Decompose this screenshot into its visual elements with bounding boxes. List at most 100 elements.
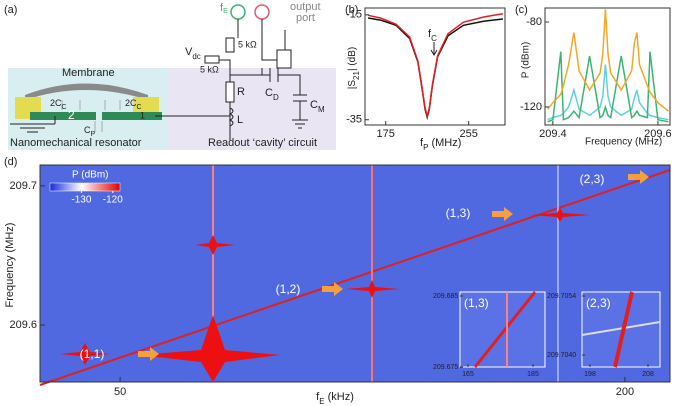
- annotation: (1,3): [446, 206, 471, 220]
- x-tick-label: 175: [377, 128, 395, 140]
- label: C: [84, 125, 91, 135]
- inset-y-tick-label: 209.675: [433, 364, 458, 371]
- label: C: [265, 87, 273, 99]
- inset-line: [613, 291, 634, 368]
- axis-label: f: [316, 391, 320, 403]
- annotation-arrow: [430, 42, 438, 56]
- colorbar-label: P (dBm): [72, 170, 109, 181]
- label: M: [318, 105, 325, 114]
- inset-y-tick-label: 209.7040: [547, 352, 576, 359]
- capacitor-lines: [61, 100, 121, 132]
- label: V: [185, 46, 193, 58]
- colorbar-tick-label: -120: [103, 195, 123, 206]
- inset-y-tick-label: 209.7054: [547, 293, 576, 300]
- label: 2C: [125, 98, 137, 108]
- label: 5 kΩ: [200, 64, 219, 74]
- panel-label: (c): [515, 4, 528, 16]
- label: 2CC: [50, 98, 67, 111]
- membrane: [25, 83, 148, 100]
- annotation: (1,1): [80, 347, 105, 361]
- label: Readout ‘cavity’ circuit: [208, 137, 317, 149]
- y-tick-label: 209.7: [9, 180, 37, 192]
- crossing: [140, 315, 280, 382]
- crossing: [60, 343, 110, 365]
- label: R: [237, 86, 245, 98]
- label: CD: [265, 87, 279, 102]
- inductor: [228, 107, 234, 127]
- axis-label: f: [420, 137, 424, 149]
- axis-label: (MHz): [428, 137, 461, 149]
- y-tick-label: 209.6: [9, 319, 37, 331]
- resistor: [204, 55, 220, 64]
- data-line: [367, 13, 504, 119]
- axis-label: fC: [428, 28, 437, 43]
- y-tick-label: -35: [346, 114, 362, 126]
- label: C: [62, 104, 67, 111]
- panel-label: (b): [345, 4, 358, 16]
- axis-label: |S: [347, 80, 358, 90]
- annotation: (2,3): [580, 172, 605, 186]
- label: dc: [192, 52, 200, 61]
- source-wires: [237, 19, 263, 40]
- data-line: [547, 64, 669, 121]
- label: fE: [220, 2, 228, 15]
- x-tick-label: 209.4: [539, 128, 567, 140]
- spectrogram: [39, 164, 671, 386]
- label: L: [237, 114, 243, 126]
- y-tick-label: -120: [520, 101, 542, 113]
- label: D: [273, 93, 279, 102]
- panel-label: (a): [4, 4, 17, 16]
- y-tick-label: -15: [346, 9, 362, 21]
- axis-label: | (dB): [347, 47, 358, 71]
- axis-label: |S21| (dB): [347, 47, 361, 89]
- circuit-box: [168, 68, 336, 150]
- axis-label: C: [431, 34, 437, 43]
- x-tick-label: 200: [616, 386, 634, 398]
- label: Nanomechanical resonator: [10, 137, 142, 149]
- resistor: [225, 37, 235, 53]
- label: C: [310, 99, 318, 111]
- inset: [459, 291, 546, 368]
- axis-label: 21: [352, 71, 361, 80]
- circuit-wires: [155, 30, 308, 140]
- diagonal-line: [39, 169, 671, 386]
- data-line: [547, 9, 669, 112]
- source: [230, 4, 246, 20]
- axis-label: Frequency (MHz): [4, 223, 16, 308]
- x-tick-label: 255: [460, 128, 478, 140]
- x-tick-label: 50: [114, 386, 126, 398]
- label: Vdc: [185, 46, 201, 61]
- electrode: [30, 112, 96, 120]
- crossing: [345, 280, 400, 298]
- panel-label: (d): [4, 156, 17, 168]
- x-tick-label: 209.6: [644, 128, 672, 140]
- electrode: [102, 112, 162, 120]
- label: P: [91, 131, 96, 138]
- axis-label: fP (MHz): [420, 137, 461, 152]
- inset-x-tick-label: 208: [642, 371, 654, 378]
- crossing: [195, 235, 235, 255]
- inset-y-tick-label: 209.685: [433, 293, 458, 300]
- inset-x-tick-label: 165: [462, 371, 474, 378]
- inset-line: [473, 291, 537, 368]
- axis-label: (kHz): [325, 391, 354, 403]
- capacitor: [269, 68, 307, 102]
- inset-label: (2,3): [586, 296, 611, 310]
- label: CP: [84, 125, 96, 138]
- axis-label: f: [428, 28, 432, 40]
- colorbar-tick-label: -130: [71, 195, 91, 206]
- ground: [10, 116, 56, 133]
- annotation: (1,2): [276, 282, 301, 296]
- label: 1: [140, 110, 145, 120]
- colorbar: [49, 182, 121, 192]
- crossing: [530, 208, 590, 222]
- heatmap-background: [40, 165, 670, 382]
- axis-label: fE (kHz): [316, 391, 354, 406]
- inset-x-tick-label: 185: [527, 371, 539, 378]
- inset-label: (1,3): [464, 296, 489, 310]
- plot-frame: [39, 164, 671, 383]
- label: 2: [68, 108, 75, 122]
- axis-label: Frequency (MHz): [585, 137, 662, 148]
- label: f: [220, 2, 224, 14]
